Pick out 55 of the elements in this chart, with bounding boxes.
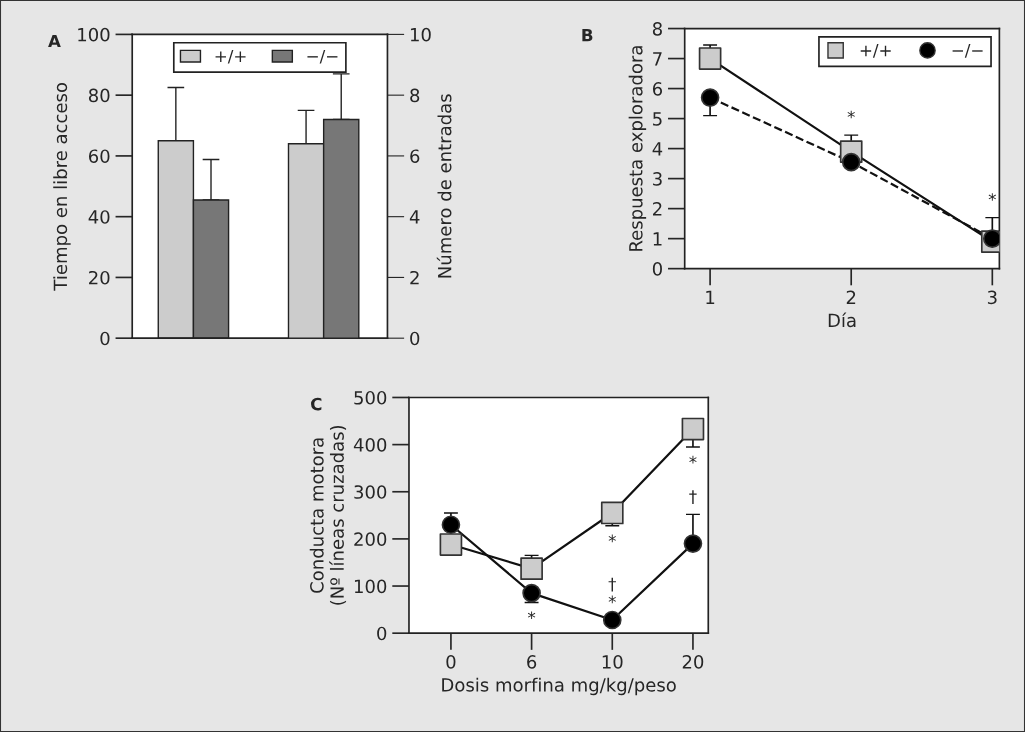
y-axis-title: Respuesta exploradora (628, 46, 647, 251)
legend-label: −/− (952, 44, 983, 58)
y2-tick-label: 8 (410, 88, 420, 103)
chart-title: A (48, 34, 61, 48)
y-tick-label: 2 (653, 202, 662, 216)
x-tick-label: 0 (446, 655, 456, 669)
y-axis-title: Tiempo en libre acceso (53, 83, 71, 291)
x-tick-label: 1 (706, 290, 715, 304)
y2-tick-label: 6 (410, 149, 420, 164)
y-tick-label: 300 (354, 485, 387, 499)
annotation: * (689, 455, 697, 464)
y-tick-label: 40 (88, 210, 110, 224)
y-tick-label: 100 (354, 579, 387, 594)
chart-title: C (311, 397, 322, 411)
x-tick-label: 2 (846, 290, 856, 304)
annotation: † (689, 490, 697, 504)
y-tick-label: 8 (652, 22, 662, 36)
legend-label: −/− (307, 49, 338, 64)
annotation: * (608, 534, 616, 543)
y-tick-label: 60 (88, 149, 110, 164)
y-axis-title: Conducta motora (Nº líneas cruzadas) (309, 425, 347, 605)
annotation: * (847, 110, 855, 119)
y-tick-label: 100 (78, 27, 110, 42)
y-tick-label: 0 (377, 626, 387, 641)
y-tick-label: 200 (354, 532, 387, 547)
x-tick-label: 10 (602, 655, 623, 669)
y2-tick-label: 4 (409, 210, 420, 224)
y-tick-label: 0 (652, 262, 662, 276)
y2-tick-label: 2 (410, 270, 419, 285)
y-tick-label: 1 (653, 232, 662, 246)
chart-title: B (582, 29, 593, 42)
y-tick-label: 0 (100, 331, 110, 346)
y-tick-label: 5 (653, 112, 662, 126)
x-tick-label: 20 (682, 655, 704, 669)
legend-label: +/+ (860, 44, 891, 58)
x-axis-title: Día (828, 312, 856, 328)
y-tick-label: 4 (652, 142, 663, 156)
y-tick-label: 80 (88, 88, 110, 103)
y2-axis-title: Número de entradas (436, 94, 452, 278)
x-tick-label: 6 (527, 655, 537, 669)
y-tick-label: 500 (354, 390, 387, 405)
y2-tick-label: 10 (410, 27, 431, 42)
annotation: * (608, 595, 616, 604)
y-tick-label: 7 (653, 52, 662, 66)
y-tick-label: 400 (353, 438, 387, 452)
y-tick-label: 20 (89, 270, 110, 285)
annotation: † (608, 577, 616, 592)
y-tick-label: 6 (652, 82, 663, 96)
x-tick-label: 3 (987, 290, 997, 305)
y2-tick-label: 0 (410, 331, 420, 346)
annotation: * (527, 611, 536, 620)
legend-label: +/+ (215, 49, 246, 64)
annotation: * (988, 193, 996, 201)
x-axis-title: Dosis morfina mg/kg/peso (442, 677, 676, 696)
y-tick-label: 3 (653, 172, 662, 186)
